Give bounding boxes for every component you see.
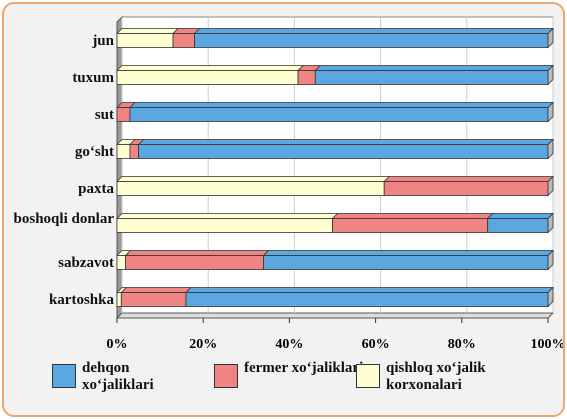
bar (194, 33, 549, 48)
bar (185, 292, 549, 307)
chart: 0% 20% 40% 60% 80% 100% (107, 15, 564, 352)
y-tick-label: go‘sht (74, 143, 114, 160)
bar-top (116, 176, 391, 182)
floor (115, 312, 555, 319)
bar-top (486, 213, 554, 219)
bar-end (547, 64, 554, 86)
y-tick-label: tuxum (72, 69, 114, 86)
bar-end (547, 249, 554, 271)
bar (487, 218, 549, 233)
bar (116, 218, 333, 233)
bar (383, 181, 549, 196)
x-tick-label: 40% (275, 337, 303, 352)
y-tick-label: sabzavot (58, 254, 114, 271)
bar-top (262, 250, 554, 256)
bar-top (116, 28, 179, 34)
bar-end (547, 212, 554, 234)
bar-top (116, 213, 339, 219)
bar (116, 33, 174, 48)
bar-top (120, 287, 192, 293)
bar (120, 292, 187, 307)
bar (116, 255, 127, 270)
legend-swatch (52, 364, 76, 388)
bar-top (128, 102, 554, 108)
legend-swatch (356, 364, 380, 388)
x-tick-label: 0% (107, 337, 128, 352)
y-tick-label: jun (92, 32, 114, 49)
bar (116, 181, 385, 196)
legend-swatch (214, 364, 238, 388)
legend-label: dehqon xo‘jaliklari (82, 360, 154, 393)
bar (116, 107, 131, 122)
bar (125, 255, 264, 270)
side-wall (116, 15, 123, 320)
bar (129, 107, 549, 122)
x-tick-label: 100% (531, 337, 564, 352)
legend-label: fermer xo‘jaliklari (244, 360, 364, 376)
bar-end (547, 101, 554, 123)
bar (129, 144, 139, 159)
legend-label: qishloq xo‘jalik korxonalari (386, 360, 486, 393)
bar-top (314, 65, 554, 71)
y-tick-label: paxta (78, 180, 114, 197)
bar-top (383, 176, 554, 182)
bar (172, 33, 195, 48)
x-tick-label: 20% (189, 337, 217, 352)
bar-top (124, 250, 270, 256)
bar-top (184, 287, 554, 293)
y-tick-label: kartoshka (48, 291, 114, 308)
bar-end (547, 175, 554, 197)
bar-end (547, 27, 554, 49)
bar (332, 218, 489, 233)
bar (314, 70, 549, 85)
bar (116, 292, 122, 307)
bar (297, 70, 316, 85)
x-tick-label: 60% (362, 337, 390, 352)
bar (116, 144, 131, 159)
bar-top (193, 28, 554, 34)
bar-end (547, 138, 554, 160)
bar-top (116, 65, 304, 71)
bar-top (137, 139, 554, 145)
bar-end (547, 286, 554, 308)
bar-top (331, 213, 494, 219)
bar (116, 70, 299, 85)
y-tick-label: boshoqli donlar (13, 210, 114, 227)
bar (138, 144, 549, 159)
x-tick-label: 80% (448, 337, 476, 352)
bar (263, 255, 549, 270)
y-tick-label: sut (94, 106, 114, 123)
